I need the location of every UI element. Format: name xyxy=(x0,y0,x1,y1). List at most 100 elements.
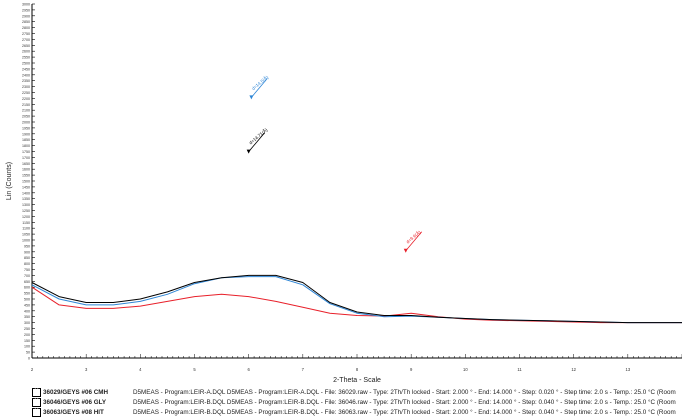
x-tick-label: 7 xyxy=(302,367,305,372)
y-tick-label: 1850 xyxy=(22,138,30,142)
series-line xyxy=(31,274,682,324)
y-tick-label: 2800 xyxy=(22,26,30,30)
y-tick-label: 1000 xyxy=(22,239,30,243)
x-tick-label: 12 xyxy=(571,367,576,372)
y-tick-label: 2100 xyxy=(22,109,30,113)
y-tick-label: 1100 xyxy=(22,227,30,231)
peak-annotation-leader xyxy=(251,78,268,98)
y-tick-label: 750 xyxy=(24,268,30,272)
y-tick-label: 1750 xyxy=(22,150,30,154)
y-tick-label: 400 xyxy=(24,309,30,313)
y-tick-label: 2850 xyxy=(22,20,30,24)
y-tick-label: 1050 xyxy=(22,233,30,237)
y-tick-label: 2150 xyxy=(22,103,30,107)
peak-annotation-leader xyxy=(405,231,423,252)
y-axis-label: Lin (Counts) xyxy=(6,162,13,200)
y-tick-label: 2400 xyxy=(22,73,30,77)
y-tick-label: 950 xyxy=(24,244,30,248)
y-tick-label: 1600 xyxy=(22,168,30,172)
y-tick-label: 150 xyxy=(24,339,30,343)
y-tick-label: 550 xyxy=(24,292,30,296)
legend-row-gly: X 36046/GEYS #06 GLY D5MEAS - Program:LE… xyxy=(32,397,682,407)
y-tick-label: 700 xyxy=(24,274,30,278)
y-tick-label: 1900 xyxy=(22,132,30,136)
y-tick-label: 300 xyxy=(24,321,30,325)
x-tick-label: 5 xyxy=(193,367,196,372)
y-tick-label: 1200 xyxy=(22,215,30,219)
x-tick-label: 13 xyxy=(625,367,630,372)
x-tick-label: 6 xyxy=(247,367,250,372)
y-tick-label: 2450 xyxy=(22,67,30,71)
y-tick-label: 1700 xyxy=(22,156,30,160)
y-tick-label: 350 xyxy=(24,315,30,319)
y-tick-label: 1450 xyxy=(22,185,30,189)
y-tick-label: 2500 xyxy=(22,62,30,66)
y-tick-label: 2650 xyxy=(22,44,30,48)
legend-swatch-icon: X xyxy=(32,397,41,407)
x-tick-label: 9 xyxy=(410,367,413,372)
legend-swatch-icon: X xyxy=(32,407,41,417)
y-tick-label: 2550 xyxy=(22,56,30,60)
peak-annotation-label: d=14.5(Å) xyxy=(250,73,269,91)
legend-row-hit: X 36063/GEYS #08 HIT D5MEAS - Program:LE… xyxy=(32,407,682,417)
peak-annotation-arrowhead xyxy=(403,248,408,253)
legend-series-name: 36029/GEYS #06 CMH xyxy=(43,388,109,396)
y-tick-label: 200 xyxy=(24,333,30,337)
y-tick-label: 1250 xyxy=(22,209,30,213)
y-tick-label: 1350 xyxy=(22,197,30,201)
x-tick-label: 11 xyxy=(517,367,522,372)
y-tick-label: 1300 xyxy=(22,203,30,207)
y-tick-label: 1650 xyxy=(22,162,30,166)
y-tick-label: 600 xyxy=(24,286,30,290)
y-tick-label: 2300 xyxy=(22,85,30,89)
y-tick-label: 1550 xyxy=(22,174,30,178)
y-tick-label: 1150 xyxy=(22,221,30,225)
x-tick-label: 3 xyxy=(85,367,88,372)
y-tick-label: 250 xyxy=(24,327,30,331)
legend: X 36029/GEYS #06 CMH D5MEAS - Program:LE… xyxy=(32,387,682,417)
y-tick-label: 0 xyxy=(28,357,30,361)
x-tick-label: 2 xyxy=(31,367,34,372)
legend-series-desc: D5MEAS - Program:LEIR-A.DQL D5MEAS - Pro… xyxy=(133,388,676,396)
y-tick-label: 1950 xyxy=(22,126,30,130)
y-tick-label: 50 xyxy=(26,351,30,355)
y-tick-label: 850 xyxy=(24,256,30,260)
y-tick-label: 1400 xyxy=(22,191,30,195)
y-tick-label: 2750 xyxy=(22,32,30,36)
peak-annotation-label: d=14.71(Å) xyxy=(247,126,268,145)
peak-annotation-leader xyxy=(248,132,265,152)
y-tick-label: 2600 xyxy=(22,50,30,54)
legend-series-desc: D5MEAS - Program:LEIR-B.DQL D5MEAS - Pro… xyxy=(133,398,676,406)
y-tick-label: 3000 xyxy=(22,3,30,7)
y-tick-label: 2050 xyxy=(22,115,30,119)
series-line xyxy=(31,286,682,324)
y-tick-label: 2350 xyxy=(22,79,30,83)
y-tick-label: 450 xyxy=(24,303,30,307)
y-tick-label: 2250 xyxy=(22,91,30,95)
legend-series-name: 36046/GEYS #06 GLY xyxy=(43,398,107,406)
peak-annotation-arrowhead xyxy=(249,95,254,100)
y-tick-label: 800 xyxy=(24,262,30,266)
legend-row-cmh: X 36029/GEYS #06 CMH D5MEAS - Program:LE… xyxy=(32,387,682,397)
y-tick-label: 2950 xyxy=(22,8,30,12)
y-tick-label: 100 xyxy=(24,345,30,349)
peak-annotation-arrowhead xyxy=(246,149,251,154)
legend-series-desc: D5MEAS - Program:LEIR-B.DQL D5MEAS - Pro… xyxy=(133,408,676,416)
x-axis-label: 2-Theta - Scale xyxy=(333,377,381,384)
y-tick-label: 2900 xyxy=(22,14,30,18)
y-tick-label: 2700 xyxy=(22,38,30,42)
y-tick-label: 2000 xyxy=(22,121,30,125)
y-tick-label: 900 xyxy=(24,250,30,254)
y-tick-label: 1800 xyxy=(22,144,30,148)
y-tick-label: 1500 xyxy=(22,180,30,184)
x-tick-label: 10 xyxy=(463,367,468,372)
legend-swatch-icon: X xyxy=(32,387,41,397)
y-tick-label: 2200 xyxy=(22,97,30,101)
y-tick-label: 650 xyxy=(24,280,30,284)
y-tick-label: 500 xyxy=(24,298,30,302)
x-tick-label: 8 xyxy=(356,367,359,372)
x-tick-label: 4 xyxy=(139,367,142,372)
legend-series-name: 36063/GEYS #08 HIT xyxy=(43,408,104,416)
